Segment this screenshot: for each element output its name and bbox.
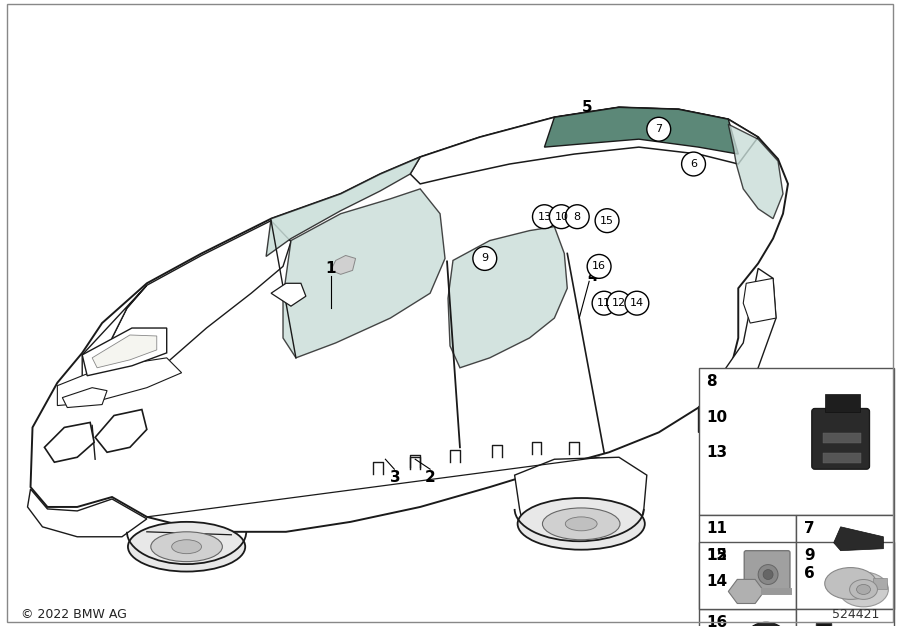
Text: 6: 6: [690, 159, 697, 169]
Bar: [796, 515, 895, 559]
Bar: [698, 609, 796, 630]
Polygon shape: [330, 255, 356, 274]
Ellipse shape: [565, 517, 597, 531]
Circle shape: [681, 152, 706, 176]
Text: 4: 4: [587, 269, 598, 284]
Ellipse shape: [151, 532, 222, 561]
Circle shape: [647, 117, 670, 141]
Ellipse shape: [518, 498, 644, 550]
Circle shape: [533, 205, 556, 229]
Circle shape: [625, 291, 649, 315]
Polygon shape: [271, 284, 306, 306]
Text: 11: 11: [597, 298, 611, 308]
Text: © 2022 BMW AG: © 2022 BMW AG: [21, 608, 127, 621]
Circle shape: [549, 205, 573, 229]
Ellipse shape: [128, 522, 245, 571]
Circle shape: [472, 246, 497, 270]
Polygon shape: [743, 278, 776, 323]
Text: 16: 16: [706, 616, 728, 630]
Text: 10: 10: [554, 212, 568, 222]
Ellipse shape: [746, 622, 786, 630]
Polygon shape: [410, 107, 758, 184]
Polygon shape: [112, 220, 291, 378]
Circle shape: [608, 291, 631, 315]
Text: 7: 7: [804, 521, 814, 536]
Ellipse shape: [824, 568, 877, 599]
Bar: [823, 453, 860, 463]
Polygon shape: [266, 157, 420, 256]
Polygon shape: [448, 227, 567, 368]
Polygon shape: [28, 489, 147, 537]
Bar: [698, 368, 895, 515]
Polygon shape: [82, 285, 147, 403]
FancyBboxPatch shape: [812, 408, 869, 469]
Text: 13: 13: [537, 212, 552, 222]
Circle shape: [592, 291, 616, 315]
Text: 16: 16: [592, 261, 606, 272]
Text: 12: 12: [612, 298, 626, 308]
Ellipse shape: [857, 585, 870, 595]
Ellipse shape: [850, 580, 877, 599]
Text: 8: 8: [573, 212, 580, 222]
Text: 2: 2: [425, 469, 436, 484]
Polygon shape: [92, 335, 157, 368]
Polygon shape: [815, 623, 831, 630]
Polygon shape: [82, 328, 166, 375]
Text: 9: 9: [804, 547, 814, 563]
Text: 8: 8: [706, 374, 717, 389]
Polygon shape: [544, 107, 738, 154]
Polygon shape: [283, 189, 445, 358]
Polygon shape: [62, 387, 107, 408]
Polygon shape: [44, 423, 94, 462]
Ellipse shape: [543, 508, 620, 540]
Polygon shape: [728, 580, 764, 604]
Bar: [874, 578, 887, 590]
Text: 6: 6: [804, 566, 814, 580]
Polygon shape: [31, 107, 788, 532]
Text: 9: 9: [482, 253, 489, 263]
Bar: [698, 542, 796, 609]
Text: 10: 10: [706, 411, 727, 425]
Text: 13: 13: [706, 445, 727, 461]
Text: 1: 1: [326, 261, 336, 276]
Ellipse shape: [172, 540, 202, 554]
Bar: [823, 433, 860, 444]
Ellipse shape: [839, 572, 888, 607]
Text: 524421: 524421: [832, 608, 879, 621]
Text: 11: 11: [706, 521, 727, 536]
Polygon shape: [58, 358, 182, 406]
Bar: [796, 559, 895, 609]
Polygon shape: [728, 124, 783, 219]
Text: 7: 7: [655, 124, 662, 134]
Text: 14: 14: [630, 298, 644, 308]
Bar: [698, 515, 796, 609]
Ellipse shape: [763, 570, 773, 580]
Text: 14: 14: [706, 575, 727, 590]
Polygon shape: [833, 527, 884, 551]
Polygon shape: [698, 268, 776, 432]
Text: 15: 15: [600, 215, 614, 226]
Bar: [796, 542, 895, 609]
Circle shape: [595, 209, 619, 232]
FancyBboxPatch shape: [744, 551, 790, 592]
Circle shape: [587, 255, 611, 278]
Circle shape: [565, 205, 590, 229]
Bar: [824, 394, 859, 411]
Polygon shape: [515, 457, 647, 532]
Text: 12: 12: [706, 547, 728, 563]
Text: 5: 5: [582, 100, 592, 115]
Ellipse shape: [758, 564, 778, 585]
Bar: [796, 609, 895, 630]
Polygon shape: [95, 410, 147, 452]
Text: 3: 3: [390, 469, 400, 484]
Text: 15: 15: [706, 547, 727, 563]
